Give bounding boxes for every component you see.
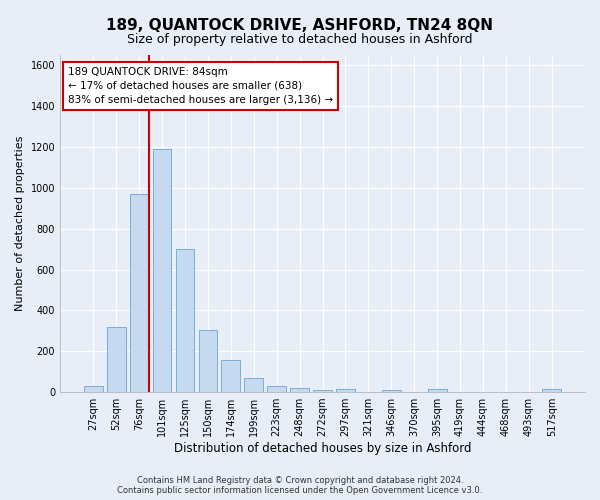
Text: Contains HM Land Registry data © Crown copyright and database right 2024.
Contai: Contains HM Land Registry data © Crown c…: [118, 476, 482, 495]
Text: 189 QUANTOCK DRIVE: 84sqm
← 17% of detached houses are smaller (638)
83% of semi: 189 QUANTOCK DRIVE: 84sqm ← 17% of detac…: [68, 67, 333, 105]
Y-axis label: Number of detached properties: Number of detached properties: [15, 136, 25, 311]
Bar: [221, 360, 240, 392]
Bar: [290, 388, 309, 392]
Bar: [152, 149, 172, 392]
Bar: [542, 390, 561, 392]
X-axis label: Distribution of detached houses by size in Ashford: Distribution of detached houses by size …: [174, 442, 471, 455]
Bar: [428, 390, 446, 392]
Bar: [336, 389, 355, 392]
Text: Size of property relative to detached houses in Ashford: Size of property relative to detached ho…: [127, 32, 473, 46]
Bar: [313, 390, 332, 392]
Bar: [244, 378, 263, 392]
Bar: [382, 390, 401, 392]
Bar: [130, 194, 149, 392]
Bar: [267, 386, 286, 392]
Bar: [176, 249, 194, 392]
Bar: [107, 326, 125, 392]
Bar: [199, 330, 217, 392]
Text: 189, QUANTOCK DRIVE, ASHFORD, TN24 8QN: 189, QUANTOCK DRIVE, ASHFORD, TN24 8QN: [107, 18, 493, 32]
Bar: [84, 386, 103, 392]
